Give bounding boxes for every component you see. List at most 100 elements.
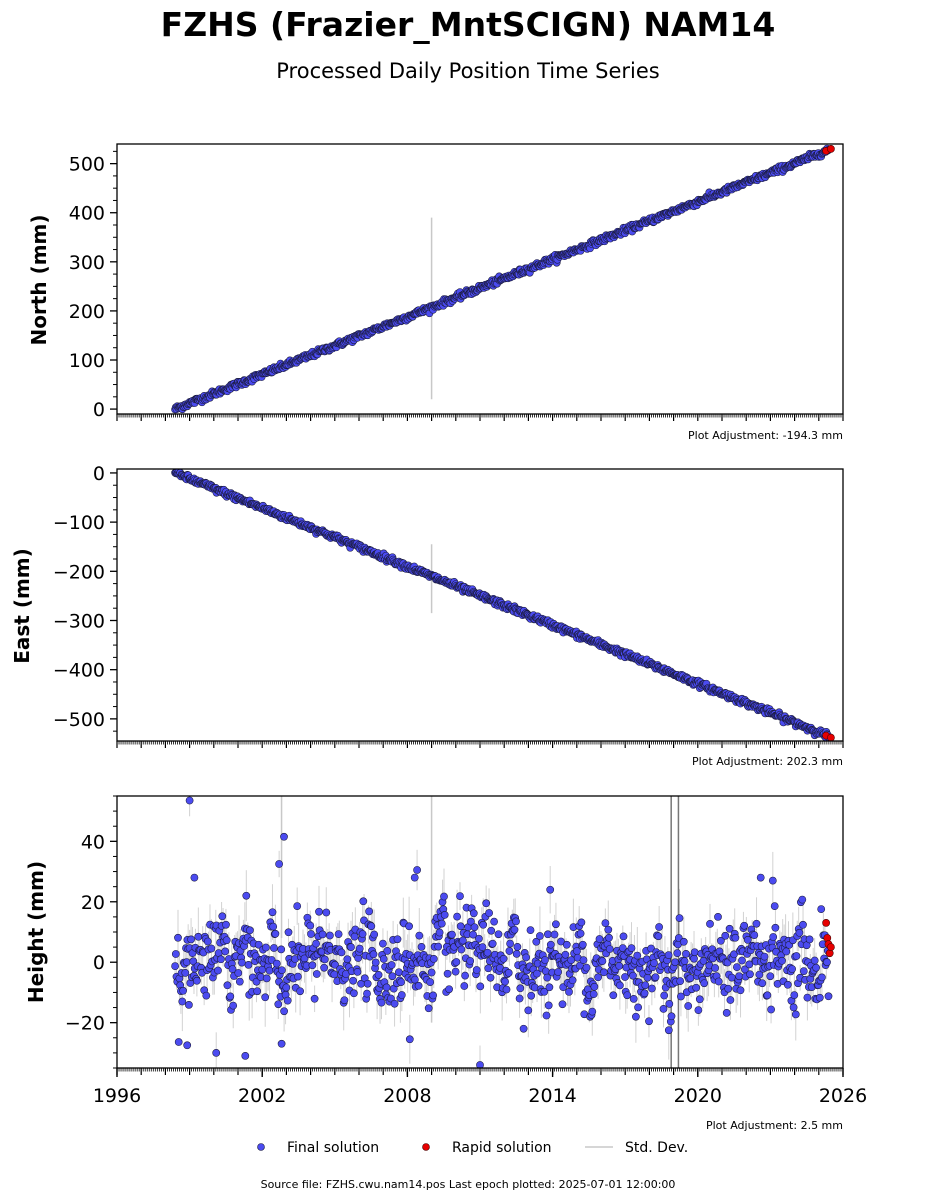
- final-point: [557, 937, 565, 946]
- final-point: [532, 937, 541, 946]
- final-point: [347, 943, 355, 951]
- y-tick-label: 40: [81, 831, 105, 853]
- final-point: [187, 935, 195, 944]
- final-point: [733, 963, 741, 971]
- final-point: [588, 1007, 597, 1016]
- final-point: [558, 1000, 567, 1009]
- final-point: [743, 936, 752, 944]
- final-point: [261, 993, 270, 1002]
- final-point: [504, 969, 513, 977]
- final-point: [171, 962, 179, 970]
- final-point: [445, 985, 453, 994]
- final-point: [664, 951, 673, 959]
- final-point: [568, 976, 577, 985]
- final-point: [546, 940, 555, 949]
- final-point: [427, 968, 436, 977]
- final-point: [358, 930, 367, 938]
- final-point: [487, 926, 496, 935]
- y-tick-label: −500: [53, 709, 105, 731]
- final-point: [795, 928, 804, 937]
- final-point: [185, 796, 194, 805]
- final-point: [494, 930, 503, 939]
- final-point: [721, 931, 730, 940]
- final-point: [467, 917, 475, 926]
- final-point: [634, 1003, 642, 1012]
- final-point: [641, 981, 650, 990]
- final-point: [731, 933, 740, 942]
- final-point: [725, 924, 734, 933]
- final-point: [601, 919, 610, 927]
- y-tick-label: 200: [69, 301, 105, 323]
- final-point: [244, 961, 253, 969]
- final-solution-points: [171, 796, 833, 1068]
- final-point: [461, 971, 469, 980]
- final-point: [456, 922, 465, 931]
- final-point: [510, 925, 519, 934]
- final-point: [673, 949, 682, 957]
- final-point: [370, 930, 379, 939]
- final-point: [686, 974, 695, 983]
- final-point: [758, 979, 767, 988]
- final-point: [440, 911, 449, 919]
- rapid-point: [827, 733, 835, 741]
- y-axis: −20 0 20 40: [65, 795, 117, 1069]
- final-point: [330, 970, 339, 979]
- final-point: [393, 935, 402, 944]
- final-point: [618, 944, 627, 952]
- final-point: [395, 968, 403, 977]
- final-point: [437, 919, 446, 928]
- final-point: [379, 955, 388, 963]
- final-point: [479, 920, 488, 929]
- final-point: [424, 1004, 433, 1013]
- final-point: [271, 929, 280, 938]
- final-point: [727, 973, 736, 982]
- final-point: [223, 981, 232, 990]
- final-point: [280, 832, 288, 841]
- final-point: [234, 969, 243, 977]
- final-point: [179, 986, 187, 995]
- final-point: [675, 914, 684, 922]
- final-point: [254, 940, 263, 949]
- y-tick-label: 0: [93, 952, 105, 974]
- final-point: [453, 912, 461, 921]
- final-point: [194, 932, 203, 941]
- final-point: [349, 976, 357, 985]
- final-point: [190, 873, 199, 882]
- final-point: [202, 991, 211, 1000]
- final-point: [565, 988, 573, 996]
- rapid-solution-points: [822, 145, 835, 155]
- final-point: [527, 991, 536, 1000]
- final-point: [470, 923, 479, 932]
- final-point: [371, 958, 380, 967]
- final-point: [253, 987, 262, 996]
- final-point: [353, 968, 362, 976]
- final-point: [277, 945, 286, 954]
- final-point: [605, 945, 614, 953]
- final-point: [750, 931, 759, 939]
- final-point: [522, 953, 530, 962]
- final-point: [262, 943, 270, 952]
- final-point: [435, 928, 444, 937]
- final-point: [483, 948, 492, 957]
- final-point: [270, 944, 278, 952]
- y-tick-label: −200: [53, 561, 105, 583]
- final-point: [745, 960, 754, 969]
- final-point: [440, 892, 448, 901]
- final-point: [214, 966, 222, 975]
- final-point: [183, 1041, 192, 1050]
- final-point: [374, 971, 383, 979]
- final-point: [695, 995, 704, 1004]
- rapid-solution-points: [822, 919, 835, 958]
- final-point: [485, 909, 493, 917]
- final-point: [377, 998, 386, 1007]
- final-point: [552, 920, 560, 929]
- final-point: [337, 948, 346, 957]
- final-point: [544, 1001, 553, 1010]
- chart-subtitle: Processed Daily Position Time Series: [276, 59, 660, 83]
- final-point: [388, 972, 397, 981]
- final-point: [476, 1061, 484, 1068]
- final-point: [700, 979, 709, 988]
- y-tick-label: −20: [65, 1013, 105, 1035]
- final-point: [735, 972, 743, 981]
